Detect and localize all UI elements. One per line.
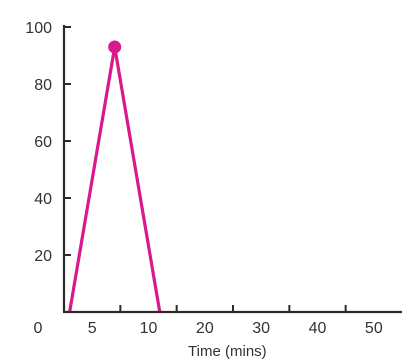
y-tick-label-40: 40 — [34, 191, 52, 208]
peak-point — [108, 40, 122, 54]
x-tick-label-5: 50 — [365, 320, 383, 337]
x-tick-label-2: 20 — [196, 320, 214, 337]
series-layer — [68, 40, 162, 313]
y-tick-label-100: 100 — [25, 20, 52, 37]
x-tick-label-4: 40 — [309, 320, 327, 337]
x-tick-label-0: 5 — [88, 320, 97, 337]
y-tick-labels: 20 40 60 80 100 — [25, 20, 52, 265]
y-tick-label-80: 80 — [34, 77, 52, 94]
y-tick-marks — [64, 26, 71, 256]
series-line-0 — [68, 46, 162, 313]
origin-label: 0 — [34, 320, 43, 337]
x-tick-label-3: 30 — [252, 320, 270, 337]
y-tick-label-20: 20 — [34, 248, 52, 265]
x-tick-labels: 5 10 20 30 40 50 — [88, 320, 383, 337]
x-tick-label-1: 10 — [140, 320, 158, 337]
y-tick-label-60: 60 — [34, 134, 52, 151]
x-tick-marks — [119, 305, 347, 312]
x-axis-title: Time (mins) — [188, 343, 267, 360]
